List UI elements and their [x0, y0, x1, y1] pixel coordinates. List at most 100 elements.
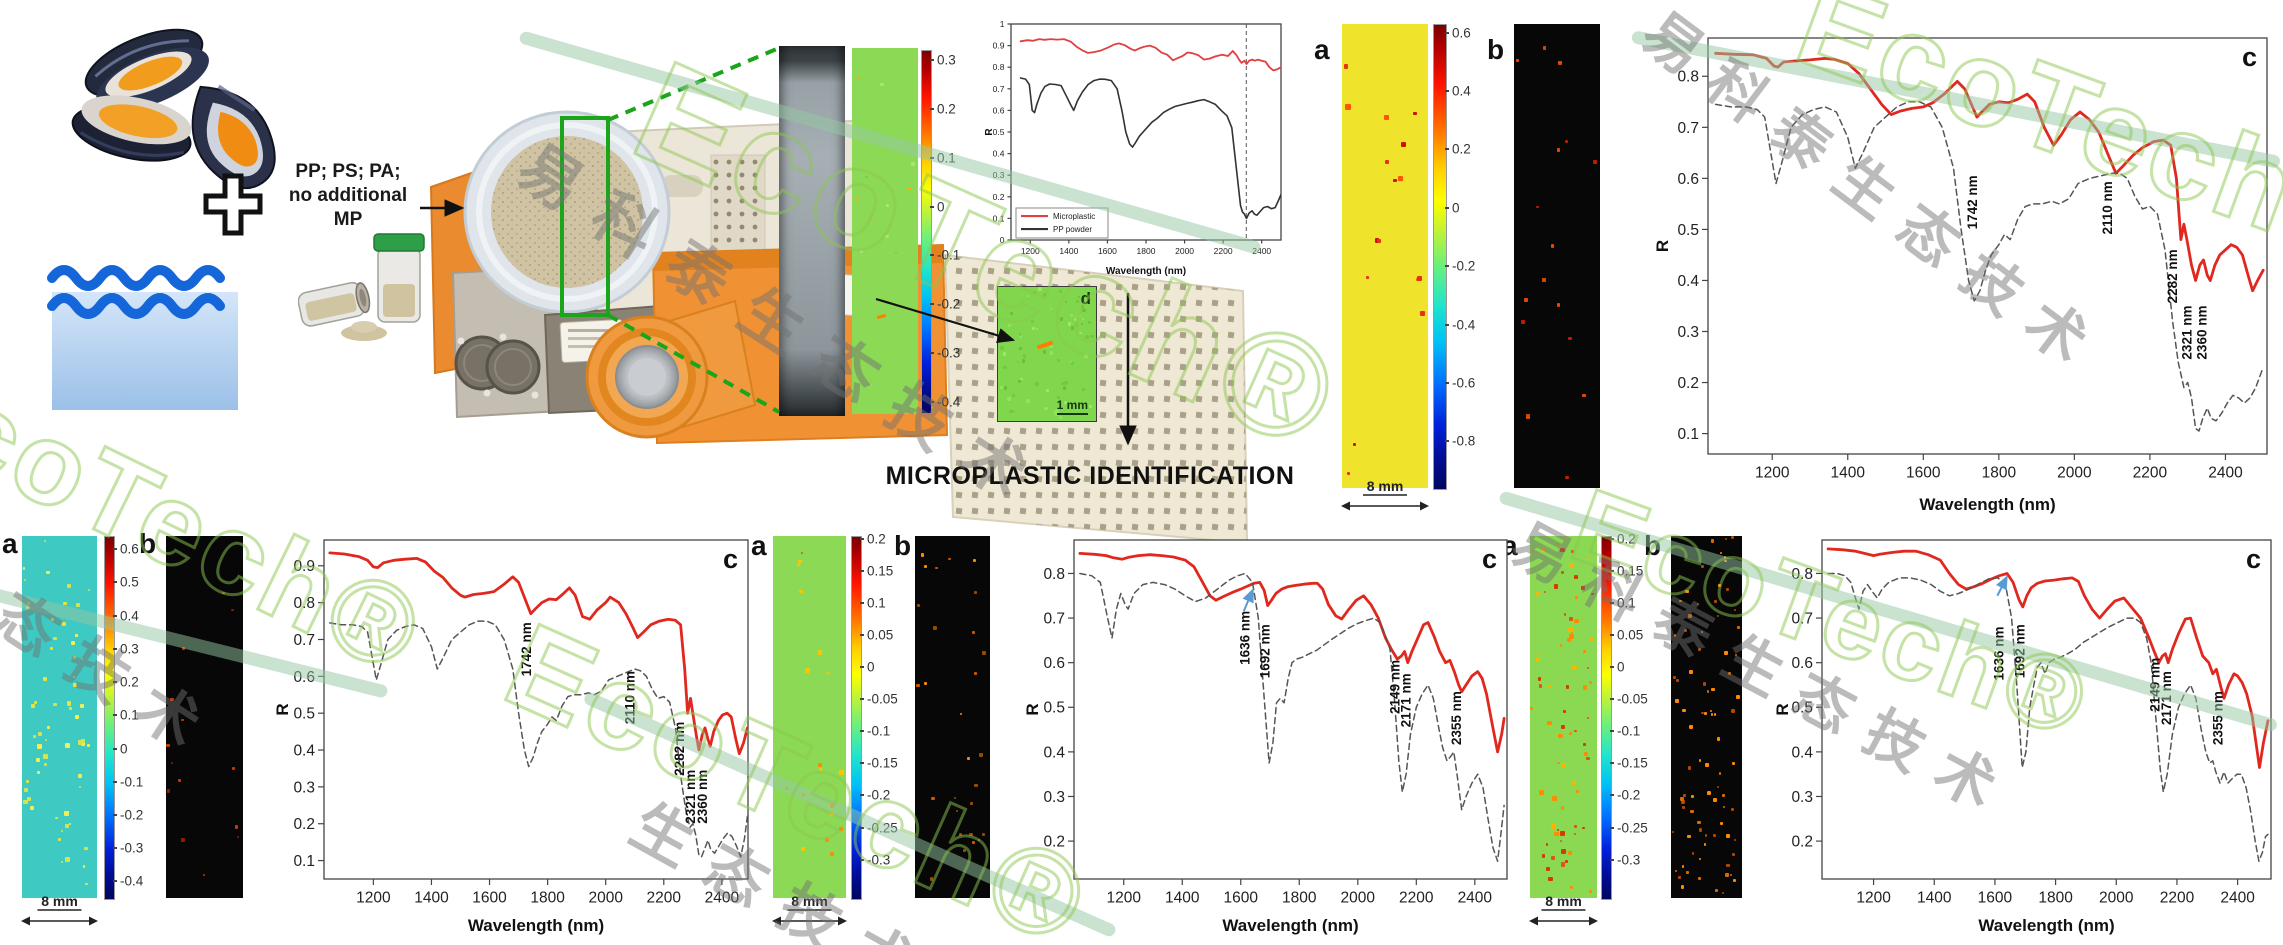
svg-text:0.5: 0.5	[1043, 700, 1065, 717]
peak-annotation: 2282 nm	[2165, 249, 2180, 303]
scale-bar-s2: 8 mm	[20, 893, 99, 931]
heatmap-strip-s2	[22, 536, 97, 898]
panel-label-b-s4: b	[1644, 530, 1662, 561]
water-illustration	[46, 256, 244, 414]
svg-text:2400: 2400	[1252, 246, 1271, 256]
filter-classification-strip	[852, 48, 918, 414]
colorbar-gradient	[921, 50, 932, 414]
d-zoom-panel: d 1 mm	[997, 286, 1097, 422]
svg-text:2000: 2000	[1175, 246, 1194, 256]
colorbar-tick-label: 0.3	[120, 641, 139, 657]
panel-label-b-s3: b	[894, 530, 912, 561]
mask-strip-s4	[1671, 536, 1742, 898]
colorbar-tick-label: -0.15	[1617, 755, 1648, 771]
colorbar-tick-label: -0.2	[120, 807, 144, 823]
svg-text:0.4: 0.4	[1043, 744, 1065, 761]
particle	[876, 314, 887, 320]
svg-text:Wavelength (nm): Wavelength (nm)	[1978, 916, 2114, 935]
svg-text:8 mm: 8 mm	[1367, 478, 1404, 494]
colorbar-tick-label: 0.2	[1452, 141, 1471, 157]
colorbar-tick-label: -0.2	[1452, 258, 1476, 274]
svg-text:1: 1	[1000, 19, 1005, 29]
colorbar-gradient	[104, 536, 115, 900]
colorbar-tick-label: -0.2	[867, 787, 891, 803]
colorbar-tick-label: 0	[1452, 200, 1460, 216]
svg-text:R: R	[984, 128, 995, 136]
peak-annotation: 1636 nm	[1238, 611, 1253, 665]
colorbar-tick-label: -0.25	[867, 820, 898, 836]
colorbar-tick-label: -0.1	[867, 723, 891, 739]
svg-text:1800: 1800	[2038, 890, 2073, 907]
svg-text:1600: 1600	[1978, 890, 2013, 907]
colorbar-tick-label: 0.6	[120, 541, 139, 557]
spectra-chart-s2c: 1200 1400 1600 1800 2000 2200 2400 0.1 0.2 0.3 0.4…	[272, 518, 758, 945]
panel-label-b-s2: b	[139, 528, 157, 559]
colorbar-tick-label: -0.2	[937, 296, 961, 312]
panel-label-c-s2c: c	[723, 544, 738, 574]
mask-strip-s2	[166, 536, 243, 898]
vial-lying	[298, 281, 371, 327]
svg-text:0.3: 0.3	[1043, 789, 1065, 806]
svg-text:8 mm: 8 mm	[41, 893, 78, 909]
svg-text:Wavelength (nm): Wavelength (nm)	[1106, 266, 1186, 277]
svg-text:1600: 1600	[1906, 465, 1941, 482]
svg-text:0.2: 0.2	[293, 816, 315, 833]
svg-text:0.7: 0.7	[293, 632, 315, 649]
colorbar-tick-label: -0.3	[937, 345, 961, 361]
svg-text:0.2: 0.2	[1791, 834, 1813, 851]
svg-text:2200: 2200	[647, 890, 682, 907]
svg-text:R: R	[273, 703, 292, 715]
svg-text:1400: 1400	[1059, 246, 1078, 256]
mussels-illustration	[40, 16, 280, 191]
colorbar-tick-label: -0.05	[867, 691, 898, 707]
colorbar-tick-label: 0	[120, 741, 128, 757]
svg-text:2000: 2000	[2099, 890, 2134, 907]
colorbar-tick-label: -0.3	[867, 852, 891, 868]
colorbar-tick-label: 0.15	[1617, 563, 1644, 579]
panel-label-c-s4c: c	[2246, 544, 2261, 574]
svg-text:0.4: 0.4	[993, 149, 1005, 159]
colorbar-s4: 0.2 0.15 0.1 0.05 0 -0.05 -0.1 -0.15 -0.2 -0.25 -0…	[1601, 532, 1656, 900]
svg-text:0.7: 0.7	[1791, 610, 1813, 627]
svg-text:0.3: 0.3	[993, 170, 1005, 180]
colorbar-tick-label: 0.2	[937, 101, 956, 117]
svg-text:1200: 1200	[1856, 890, 1891, 907]
svg-text:1400: 1400	[1831, 465, 1866, 482]
heatmap-strip-s1	[1342, 24, 1428, 488]
svg-text:0.2: 0.2	[1677, 375, 1699, 392]
mask-strip-s1	[1514, 24, 1600, 488]
filter-colorbar: 0.3 0.2 0.1 0 -0.1 -0.2 -0.3 -0.4	[921, 50, 976, 414]
sample-label-line3: MP	[333, 208, 363, 230]
colorbar-tick-label: 0	[867, 659, 875, 675]
colorbar-tick-label: -0.4	[120, 873, 144, 889]
svg-text:0.3: 0.3	[1791, 789, 1813, 806]
svg-text:0.9: 0.9	[293, 558, 315, 575]
svg-text:0.6: 0.6	[1677, 171, 1699, 188]
svg-text:0.2: 0.2	[1043, 834, 1065, 851]
colorbar-tick-label: 0.1	[120, 707, 139, 723]
svg-text:2000: 2000	[2057, 465, 2092, 482]
colorbar-tick-label: -0.1	[120, 774, 144, 790]
peak-annotation: 2355 nm	[1449, 691, 1464, 745]
peak-annotation: 1692 nm	[2013, 624, 2028, 678]
sample-label-line1: PP; PS; PA;	[295, 161, 401, 182]
mussel-1	[84, 28, 209, 111]
colorbar-tick-label: -0.4	[1452, 317, 1476, 333]
svg-text:1800: 1800	[1137, 246, 1156, 256]
colorbar-tick-label: 0.4	[1452, 83, 1471, 99]
colorbar-tick-label: 0.2	[1617, 531, 1636, 547]
svg-text:0.4: 0.4	[1791, 744, 1813, 761]
svg-text:2000: 2000	[588, 890, 623, 907]
colorbar-tick-label: 0.1	[937, 150, 956, 166]
colorbar-tick-label: -0.1	[1617, 723, 1641, 739]
microplastic-identification-title: MICROPLASTIC IDENTIFICATION	[885, 462, 1295, 490]
svg-text:1600: 1600	[1224, 890, 1259, 907]
svg-text:0.7: 0.7	[1043, 610, 1065, 627]
svg-text:Wavelength (nm): Wavelength (nm)	[1222, 916, 1358, 935]
colorbar-tick-label: -0.1	[937, 247, 961, 263]
colorbar-tick-label: 0.1	[867, 595, 886, 611]
legend-entry: PP powder	[1053, 225, 1092, 234]
svg-text:0.3: 0.3	[1677, 324, 1699, 341]
svg-text:0.3: 0.3	[293, 779, 315, 796]
